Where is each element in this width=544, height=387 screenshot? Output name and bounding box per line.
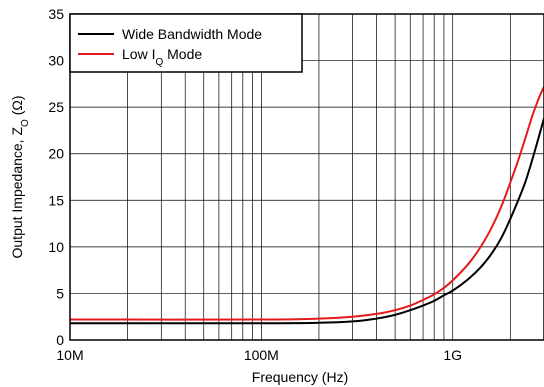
y-tick-label: 0 — [56, 332, 64, 348]
series-line-2 — [69, 86, 544, 321]
y-tick-label: 15 — [48, 192, 64, 208]
y-tick-label: 35 — [48, 6, 64, 22]
x-tick-label: 10M — [56, 347, 83, 363]
x-tick-label: 100M — [244, 347, 279, 363]
y-tick-label: 25 — [48, 99, 64, 115]
y-tick-label: 30 — [48, 53, 64, 69]
series-line-1 — [69, 118, 544, 325]
x-tick-label: 1G — [443, 347, 462, 363]
legend-label-1: Wide Bandwidth Mode — [122, 26, 262, 42]
y-axis-tick-labels: 0 5 10 15 20 25 30 35 — [48, 6, 64, 348]
series-lines — [69, 86, 544, 325]
x-axis-title: Frequency (Hz) — [252, 369, 348, 385]
y-tick-label: 5 — [56, 285, 64, 301]
legend-label-2: Low IQ Mode — [122, 46, 202, 68]
legend-box — [69, 13, 303, 73]
legend: Wide Bandwidth Mode Low IQ Mode — [69, 13, 303, 73]
y-tick-label: 10 — [48, 239, 64, 255]
y-axis-title: Output Impedance, ZO (Ω) — [9, 96, 31, 259]
y-tick-label: 20 — [48, 146, 64, 162]
x-axis-tick-labels: 10M 100M 1G — [56, 347, 462, 363]
plot-frame — [69, 13, 544, 341]
